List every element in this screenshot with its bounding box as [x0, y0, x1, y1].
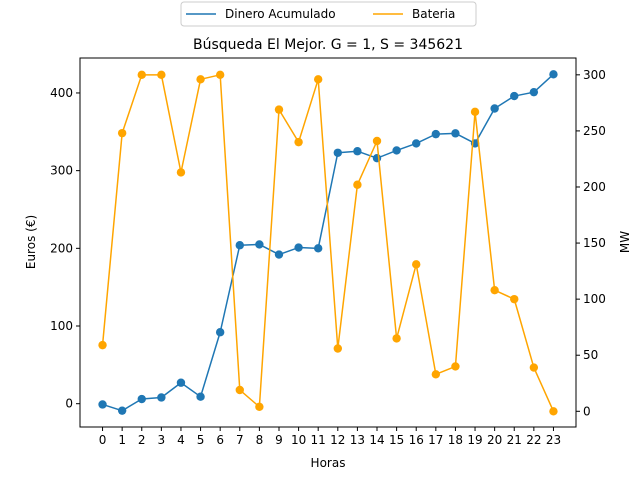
data-point-bateria — [157, 70, 166, 80]
data-point-bateria — [98, 340, 107, 350]
series-bateria — [98, 70, 558, 416]
x-tick-label: 13 — [350, 433, 365, 447]
x-tick-label: 19 — [467, 433, 482, 447]
ticks: 0 1 2 3 4 5 6 7 8 9 10 11 12 13 14 15 16 17 18 19 20 21 22 2301… — [50, 68, 606, 447]
data-point-bateria — [470, 107, 480, 117]
x-axis-label: Horas — [311, 456, 346, 470]
x-tick-label: 18 — [448, 433, 463, 447]
data-point-bateria — [196, 75, 205, 84]
data-point-dinero — [353, 147, 362, 156]
data-point-dinero — [157, 393, 166, 402]
data-point-bateria — [117, 128, 127, 138]
y-left-tick-label: 0 — [65, 397, 73, 411]
data-point-bateria — [490, 285, 499, 295]
y-right-tick-label: 200 — [583, 180, 606, 194]
data-point-dinero — [529, 87, 539, 97]
x-tick-label: 14 — [369, 433, 384, 447]
x-tick-label: 11 — [311, 433, 326, 447]
data-point-dinero — [549, 70, 558, 79]
legend-frame — [180, 1, 477, 27]
data-point-dinero — [431, 129, 441, 139]
data-point-dinero — [333, 148, 343, 157]
plot-area — [79, 57, 577, 428]
data-point-dinero — [510, 91, 519, 101]
x-tick-label: 21 — [507, 433, 522, 447]
x-tick-label: 22 — [526, 433, 541, 447]
legend: Dinero Acumulado Bateria — [180, 1, 477, 27]
data-point-dinero — [235, 241, 244, 250]
data-point-bateria — [392, 334, 401, 343]
x-tick-label: 20 — [487, 433, 502, 447]
data-point-bateria — [294, 137, 303, 147]
x-tick-label: 0 — [99, 433, 107, 447]
x-tick-label: 3 — [158, 433, 166, 447]
data-point-dinero — [372, 154, 382, 163]
x-tick-label: 17 — [428, 433, 443, 447]
data-point-bateria — [137, 70, 146, 80]
legend-label-dinero: Dinero Acumulado — [225, 7, 336, 21]
x-tick-label: 1 — [118, 433, 126, 447]
x-tick-label: 4 — [177, 433, 185, 447]
y-right-tick-label: 150 — [583, 236, 606, 250]
x-tick-label: 2 — [138, 433, 146, 447]
data-point-bateria — [529, 363, 539, 372]
data-point-bateria — [215, 70, 225, 80]
y-axis-left-label: Euros (€) — [24, 215, 38, 269]
y-axis-right-label: MW — [618, 231, 632, 253]
series-line-dinero — [102, 73, 554, 412]
y-left-tick-label: 100 — [50, 319, 73, 333]
x-tick-label: 15 — [389, 433, 404, 447]
x-tick-label: 8 — [256, 433, 264, 447]
x-tick-label: 9 — [275, 433, 283, 447]
data-point-bateria — [313, 75, 323, 84]
data-point-dinero — [196, 392, 205, 401]
data-point-bateria — [510, 294, 519, 304]
data-point-dinero — [392, 146, 401, 155]
legend-label-bateria: Bateria — [412, 7, 455, 21]
x-tick-label: 6 — [216, 433, 224, 447]
data-point-bateria — [549, 407, 558, 416]
data-point-dinero — [294, 243, 303, 252]
data-point-dinero — [274, 250, 284, 259]
data-point-bateria — [451, 362, 460, 371]
data-point-bateria — [412, 260, 421, 269]
data-point-bateria — [353, 180, 362, 189]
y-right-tick-label: 0 — [583, 404, 591, 418]
series-line-bateria — [101, 74, 555, 412]
data-point-bateria — [274, 105, 284, 114]
x-tick-label: 10 — [291, 433, 306, 447]
chart-title: Búsqueda El Mejor. G = 1, S = 345621 — [193, 37, 463, 53]
data-point-dinero — [255, 240, 264, 249]
data-point-bateria — [372, 136, 382, 146]
y-right-tick-label: 250 — [583, 124, 606, 138]
x-tick-label: 12 — [330, 433, 345, 447]
data-point-dinero — [176, 378, 186, 387]
y-left-tick-label: 200 — [50, 241, 73, 255]
data-point-dinero — [490, 104, 499, 113]
data-point-bateria — [235, 385, 244, 395]
data-point-bateria — [333, 344, 343, 353]
data-point-bateria — [431, 370, 441, 379]
y-right-tick-label: 50 — [583, 348, 598, 362]
y-right-tick-label: 300 — [583, 68, 606, 82]
data-point-bateria — [176, 168, 186, 177]
data-point-dinero — [451, 129, 460, 138]
data-point-bateria — [255, 402, 264, 412]
data-point-dinero — [98, 400, 107, 409]
x-tick-label: 5 — [197, 433, 205, 447]
data-point-dinero — [137, 394, 146, 404]
y-left-tick-label: 300 — [50, 164, 73, 178]
series — [98, 70, 558, 416]
data-point-dinero — [313, 244, 323, 253]
x-tick-label: 7 — [236, 433, 244, 447]
y-right-tick-label: 100 — [583, 292, 606, 306]
data-point-dinero — [117, 406, 127, 415]
data-point-dinero — [215, 328, 225, 337]
data-point-dinero — [412, 139, 421, 148]
y-left-tick-label: 400 — [50, 86, 73, 100]
x-tick-label: 23 — [546, 433, 561, 447]
x-tick-label: 16 — [409, 433, 424, 447]
